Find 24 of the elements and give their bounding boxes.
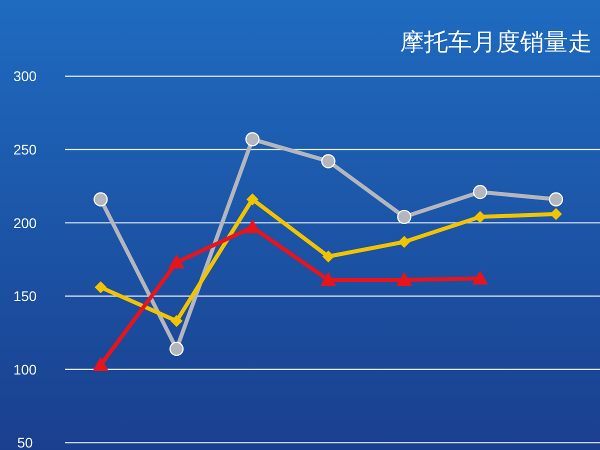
point <box>92 356 109 371</box>
y-tick-label: 200 <box>13 214 37 231</box>
y-tick-label: 50 <box>17 434 33 450</box>
point <box>472 270 488 284</box>
point <box>94 281 107 294</box>
y-tick-label: 250 <box>13 142 37 158</box>
y-tick-label: 150 <box>13 288 37 304</box>
point <box>473 184 488 200</box>
y-tick-label: 100 <box>13 361 37 378</box>
point <box>245 132 260 146</box>
point <box>321 154 336 168</box>
point <box>94 192 108 206</box>
point <box>170 315 183 328</box>
point <box>548 192 564 206</box>
point <box>398 236 410 248</box>
point <box>397 210 412 224</box>
point <box>320 272 336 286</box>
point <box>168 254 185 268</box>
point <box>322 250 334 263</box>
y-tick-label: 300 <box>13 68 37 84</box>
text: 摩托车月度销量走 <box>400 28 592 56</box>
point <box>246 193 258 206</box>
point <box>169 342 184 356</box>
point <box>396 272 412 286</box>
